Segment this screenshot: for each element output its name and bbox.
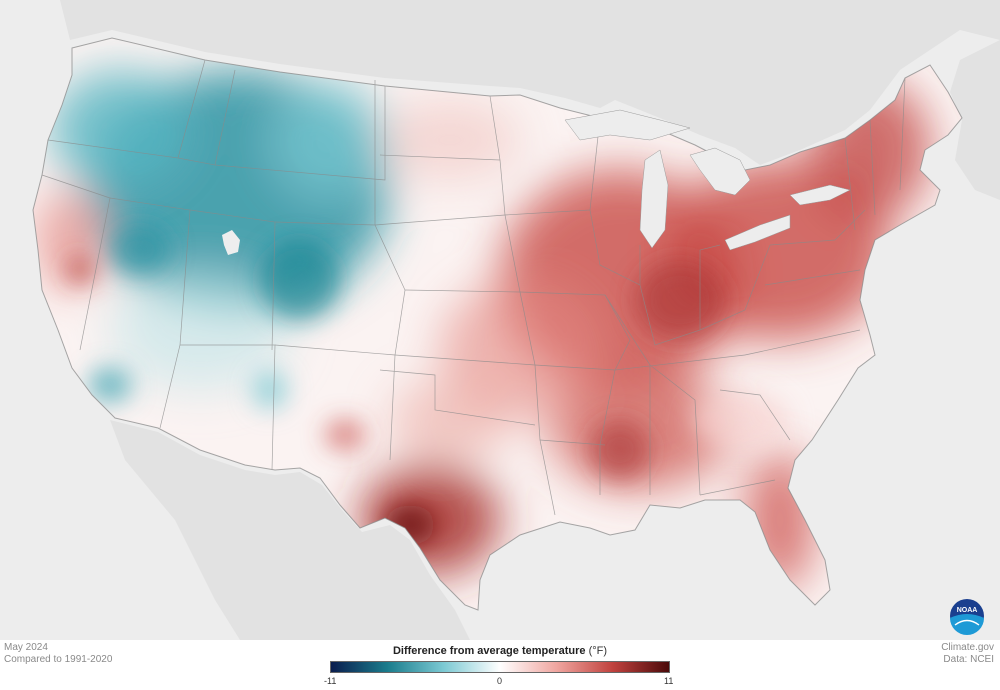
legend-title: Difference from average temperature bbox=[392, 645, 586, 657]
salt-lake bbox=[222, 230, 240, 255]
source-site: Climate.gov bbox=[941, 642, 994, 653]
legend-max-label: 11 bbox=[664, 676, 674, 686]
baseline-label: Compared to 1991-2020 bbox=[4, 654, 113, 665]
noaa-logo: NOAA bbox=[950, 599, 984, 635]
caption-right: Climate.gov Data: NCEI bbox=[941, 642, 994, 666]
legend-min-label: -11 bbox=[324, 676, 337, 686]
source-data: Data: NCEI bbox=[943, 654, 994, 665]
caption-left: May 2024 Compared to 1991-2020 bbox=[4, 642, 112, 666]
map-area: NOAA bbox=[0, 0, 1000, 640]
legend-mid-label: 0 bbox=[497, 676, 503, 686]
period-label: May 2024 bbox=[4, 642, 48, 653]
footer: May 2024 Compared to 1991-2020 Differenc… bbox=[0, 640, 1000, 690]
legend-ticks: -11 0 11 bbox=[324, 673, 674, 687]
neighbor-land bbox=[60, 0, 1000, 640]
noaa-logo-text: NOAA bbox=[957, 607, 978, 614]
temperature-anomaly-map: NOAA bbox=[32, 0, 1000, 640]
legend-unit: (°F) bbox=[588, 645, 608, 657]
great-lakes bbox=[564, 109, 851, 251]
legend-title-row: Difference from average temperature (°F) bbox=[330, 644, 670, 658]
color-legend: Difference from average temperature (°F)… bbox=[324, 644, 674, 687]
legend-color-bar bbox=[330, 661, 670, 673]
